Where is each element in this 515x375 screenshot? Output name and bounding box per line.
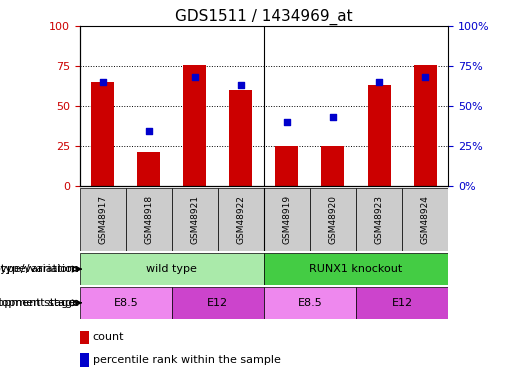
Point <box>283 119 291 125</box>
Text: GSM48923: GSM48923 <box>374 195 384 244</box>
Bar <box>310 188 356 251</box>
Bar <box>264 287 356 319</box>
Bar <box>80 253 264 285</box>
Point <box>375 79 383 85</box>
Bar <box>321 146 345 186</box>
Bar <box>91 82 114 186</box>
Bar <box>356 287 448 319</box>
Bar <box>138 152 160 186</box>
Bar <box>356 188 402 251</box>
Bar <box>172 188 218 251</box>
Point <box>329 114 337 120</box>
Text: GSM48920: GSM48920 <box>329 195 337 244</box>
Title: GDS1511 / 1434969_at: GDS1511 / 1434969_at <box>175 9 353 25</box>
Text: GSM48922: GSM48922 <box>236 195 246 244</box>
Text: GSM48921: GSM48921 <box>191 195 199 244</box>
Text: E8.5: E8.5 <box>113 298 138 308</box>
Text: genotype/variation: genotype/variation <box>0 264 79 274</box>
Text: GSM48919: GSM48919 <box>282 195 291 244</box>
Text: percentile rank within the sample: percentile rank within the sample <box>93 355 281 365</box>
Point <box>191 74 199 80</box>
Text: GSM48918: GSM48918 <box>144 195 153 244</box>
Bar <box>264 188 310 251</box>
Text: E8.5: E8.5 <box>298 298 322 308</box>
Bar <box>80 353 89 367</box>
Point <box>99 79 107 85</box>
Text: E12: E12 <box>208 298 229 308</box>
Text: development stage: development stage <box>0 298 79 308</box>
Text: genotype/variation: genotype/variation <box>0 264 75 274</box>
Text: RUNX1 knockout: RUNX1 knockout <box>310 264 403 274</box>
Bar <box>80 331 89 344</box>
Bar <box>183 64 207 186</box>
Bar <box>80 287 172 319</box>
Text: count: count <box>93 333 124 342</box>
Text: development stage: development stage <box>0 298 75 308</box>
Point <box>145 128 153 135</box>
Bar <box>402 188 448 251</box>
Bar <box>172 287 264 319</box>
Bar <box>264 253 448 285</box>
Bar <box>80 188 126 251</box>
Bar <box>126 188 172 251</box>
Bar <box>229 90 252 186</box>
Text: GSM48924: GSM48924 <box>421 195 430 244</box>
Point <box>421 74 429 80</box>
Bar <box>414 64 437 186</box>
Text: E12: E12 <box>391 298 413 308</box>
Text: wild type: wild type <box>146 264 197 274</box>
Bar <box>218 188 264 251</box>
Bar <box>276 146 299 186</box>
Bar <box>368 85 390 186</box>
Text: GSM48917: GSM48917 <box>98 195 107 244</box>
Point <box>237 82 245 88</box>
